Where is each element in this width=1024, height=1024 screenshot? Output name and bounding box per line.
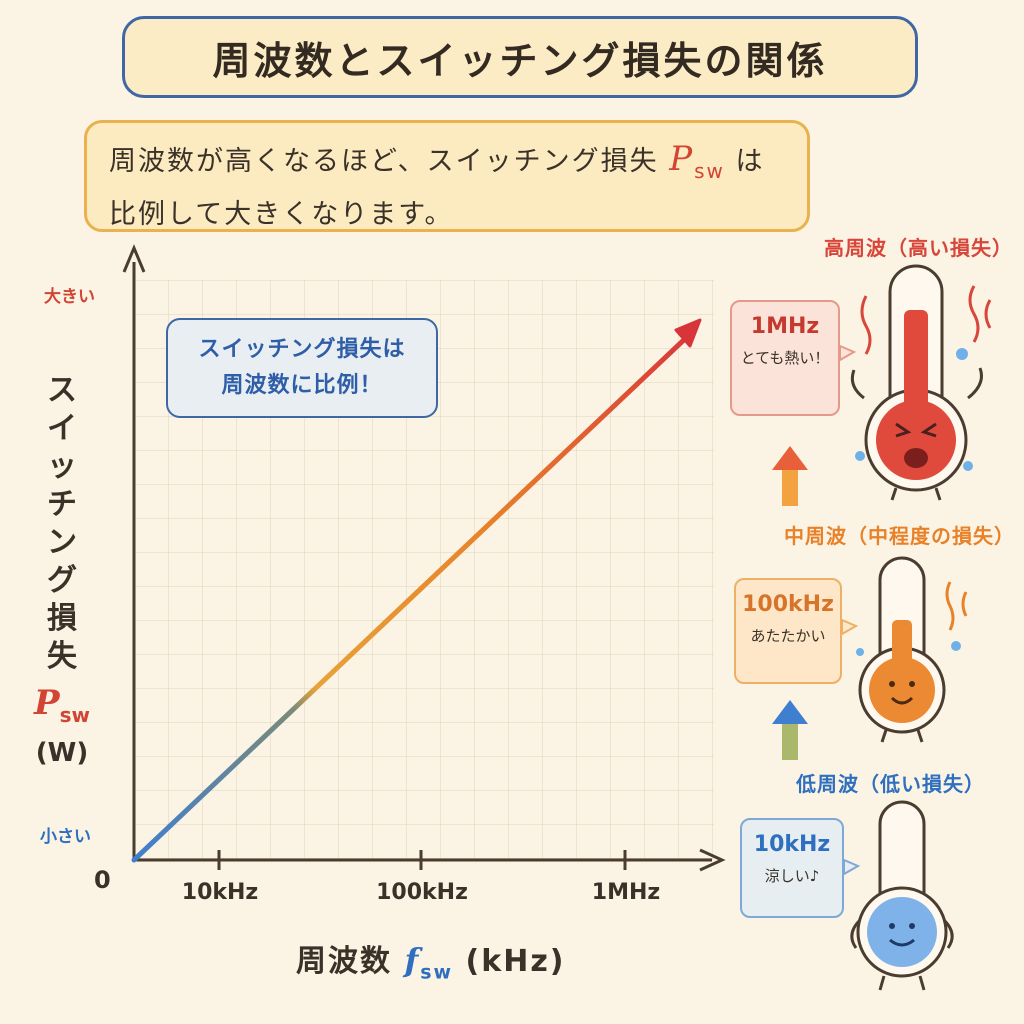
y-axis-arrow: [122, 244, 146, 273]
x-tick-1mhz: 1MHz: [591, 880, 661, 905]
bubble-mid-freq: 100kHz: [742, 592, 834, 617]
x-axis-arrow: [699, 848, 726, 872]
bubble-mid-message: あたたかい: [750, 627, 826, 645]
note-line-1: スイッチング損失は: [198, 337, 406, 362]
bubble-low: 10kHz 涼しい♪: [740, 818, 844, 918]
origin-zero: 0: [94, 866, 111, 894]
psw-symbol: Psw: [669, 139, 725, 183]
bubble-high: 1MHz とても熱い！: [730, 300, 840, 416]
trend-arrowhead: [674, 318, 702, 348]
bubble-low-freq: 10kHz: [753, 832, 831, 857]
x-axis-title: 周波数 fsw (kHz): [296, 941, 566, 984]
x-tick-100khz: 100kHz: [376, 880, 468, 905]
thermometer-low-icon: [850, 800, 954, 991]
bubble-high-freq: 1MHz: [750, 314, 820, 339]
label-low-freq: 低周波（低い損失）: [796, 772, 985, 796]
thermometer-high-icon: [850, 264, 992, 501]
bubble-mid: 100kHz あたたかい: [734, 578, 842, 684]
x-axis-unit: (kHz): [465, 944, 566, 979]
y-label-low: 小さい: [40, 827, 91, 847]
subtitle-text: 周波数が高くなるほど、スイッチング損失: [109, 146, 659, 177]
bubble-low-message: 涼しい♪: [764, 867, 820, 885]
page-title: 周波数とスイッチング損失の関係: [212, 38, 828, 83]
bubble-high-message: とても熱い！: [740, 349, 830, 367]
subtitle-line-1: 周波数が高くなるほど、スイッチング損失 Psw は: [109, 137, 785, 193]
label-mid-freq: 中周波（中程度の損失）: [784, 524, 1015, 548]
bubble-tail: [843, 858, 861, 876]
subtitle-text-end: は: [735, 146, 765, 177]
arrow-up-icon: [772, 700, 808, 760]
x-tick-10khz: 10kHz: [181, 880, 259, 905]
subtitle-box: 周波数が高くなるほど、スイッチング損失 Psw は 比例して大きくなります。: [84, 120, 810, 232]
note-line-2: 周波数に比例！: [221, 373, 383, 398]
bubble-tail: [839, 344, 857, 362]
arrow-up-icon: [772, 446, 808, 506]
x-axis-symbol: fsw: [404, 941, 454, 984]
y-axis-symbol: Psw: [34, 683, 90, 727]
thermometer-mid-icon: [856, 556, 968, 743]
label-high-freq: 高周波（高い損失）: [824, 236, 1013, 260]
y-label-high: 大きい: [44, 287, 95, 307]
title-box: 周波数とスイッチング損失の関係: [122, 16, 918, 98]
bubble-tail: [841, 618, 859, 636]
loss-trend-line: [131, 333, 691, 863]
y-axis-unit: (W): [35, 737, 89, 768]
proportional-note: スイッチング損失は 周波数に比例！: [166, 318, 438, 418]
y-axis-title: ス イ ッ チ ン グ 損 失 Psw (W): [32, 372, 92, 772]
subtitle-line-2: 比例して大きくなります。: [109, 198, 454, 230]
